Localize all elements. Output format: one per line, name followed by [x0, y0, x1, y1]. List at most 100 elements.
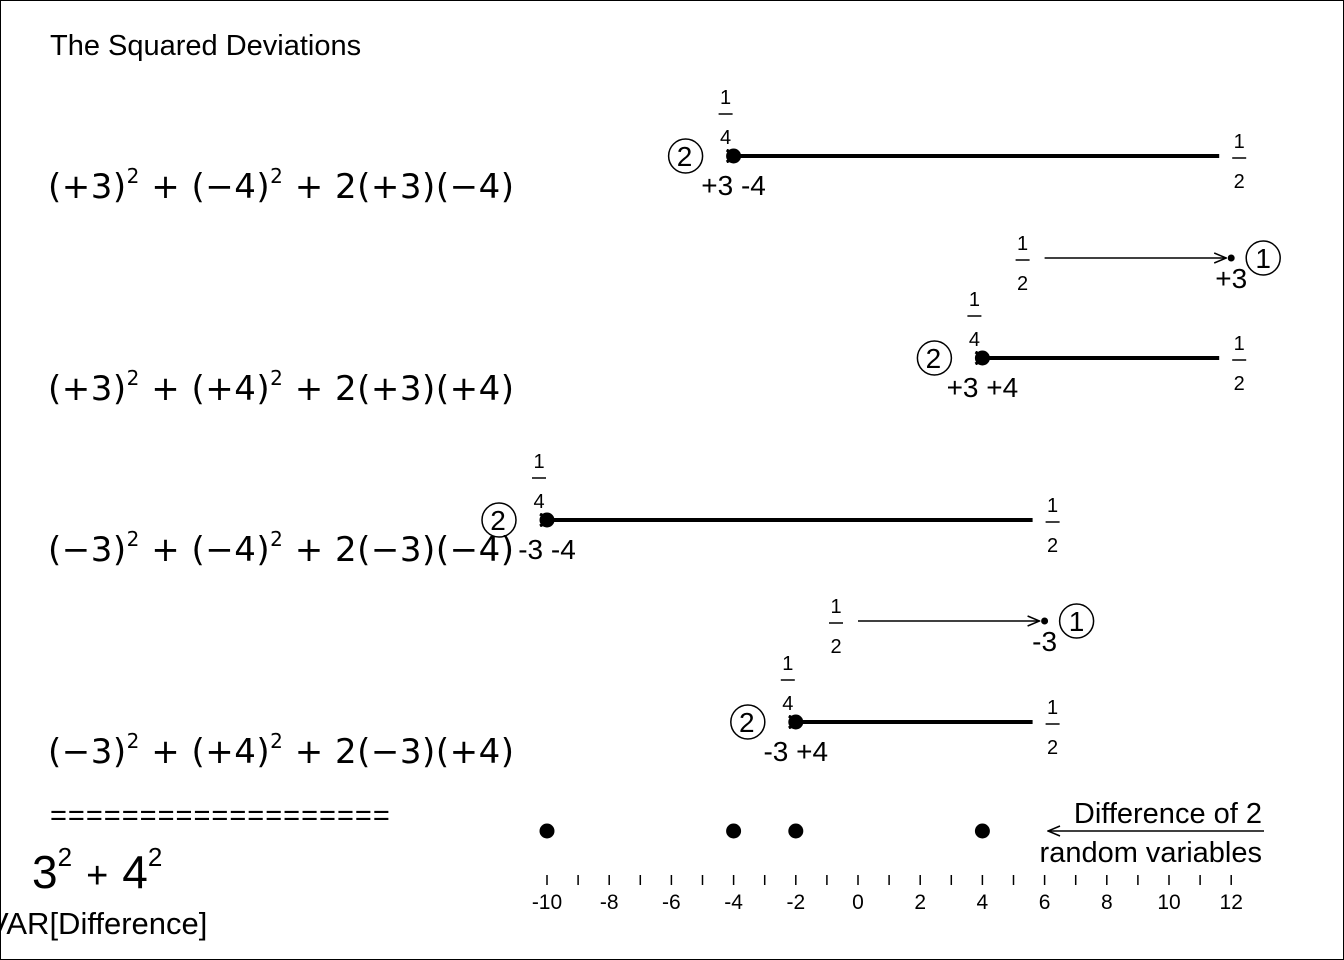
step-circle [667, 138, 704, 174]
axis-tick-label: 8 [1101, 891, 1113, 914]
outcome-label: +3 +4 [947, 372, 1019, 403]
formula-row-1: (+3)2 + (−4)2 + 2(+3)(−4) [48, 164, 514, 207]
formula-plus: + [294, 369, 324, 409]
fraction-denominator: 2 [1047, 535, 1058, 557]
fraction-denominator: 2 [1234, 171, 1245, 193]
variance-exponent: 2 [57, 842, 73, 872]
formula-term-b: (−4) [191, 530, 271, 570]
variance-label: VAR[Difference] [0, 906, 208, 941]
arrow-row-2: 1 +3 12 [1015, 233, 1281, 295]
formula-exponent: 2 [270, 164, 284, 188]
step-number: 1 [1069, 606, 1085, 637]
formula-plus: + [151, 167, 181, 207]
formula-exponent: 2 [270, 729, 284, 753]
variance-exponent: 2 [147, 842, 163, 872]
step-circle [1058, 603, 1095, 639]
formula-plus: + [151, 732, 181, 772]
formula-exponent: 2 [126, 164, 140, 188]
outcome-point [539, 823, 555, 839]
fraction-denominator: 2 [1017, 273, 1028, 295]
formula-term-cross: 2(+3)(+4) [335, 369, 515, 409]
formula-plus: + [294, 732, 324, 772]
fraction-denominator: 4 [720, 127, 731, 149]
start-probability: 12 [1045, 495, 1060, 557]
fraction-numerator: 1 [1234, 333, 1245, 355]
formula-term-a: (−3) [48, 732, 127, 772]
step-number: 2 [926, 343, 942, 374]
step-circle [1245, 240, 1281, 276]
variance-base-2: 4 [122, 846, 148, 898]
fraction-numerator: 1 [830, 596, 841, 618]
separator-line: =================== [50, 800, 391, 832]
fraction-denominator: 4 [782, 693, 793, 715]
formula-exponent: 2 [126, 729, 140, 753]
axis-tick-label: 2 [914, 891, 926, 914]
fraction-denominator: 4 [533, 491, 544, 513]
outcome-label: +3 [1215, 263, 1247, 294]
arrow-endpoint [788, 714, 804, 730]
arrow-row-5: 1-312 [829, 596, 1095, 658]
end-probability: 14 [532, 451, 546, 513]
fraction-numerator: 1 [720, 87, 731, 109]
step-circle [730, 704, 766, 740]
legend-line-1: Difference of 2 [1074, 798, 1262, 830]
variance-plus: + [86, 855, 109, 897]
formula-term-a: (+3) [48, 167, 127, 207]
start-probability: 12 [1015, 233, 1030, 295]
start-probability: 12 [829, 596, 843, 658]
axis-tick-label: -8 [600, 891, 619, 914]
outcome-point [788, 823, 804, 839]
axis-tick-label: 12 [1220, 891, 1243, 914]
formula-row-4: (−3)2 + (+4)2 + 2(−3)(+4) [48, 729, 514, 772]
axis-tick-label: 6 [1039, 891, 1051, 914]
formula-term-b: (−4) [191, 167, 271, 207]
formula-exponent: 2 [270, 527, 284, 551]
formula-plus: + [294, 167, 324, 207]
step-number: 2 [677, 141, 693, 172]
axis-tick-label: -4 [724, 891, 743, 914]
fraction-numerator: 1 [533, 451, 544, 473]
start-probability: 12 [1045, 697, 1060, 759]
formula-term-a: (−3) [48, 530, 127, 570]
axis-tick-label: 4 [977, 891, 989, 914]
outcome-point [974, 823, 990, 839]
fraction-denominator: 2 [1047, 737, 1058, 759]
axis-tick-label: 0 [852, 891, 864, 914]
formula-term-b: (+4) [191, 732, 271, 772]
arrow-endpoint [539, 512, 555, 528]
outcome-label: +3 -4 [701, 170, 766, 201]
step-circle [916, 340, 953, 376]
outcome-label: -3 -4 [518, 534, 576, 565]
formula-term-a: (+3) [48, 369, 127, 409]
arrow-endpoint [974, 350, 990, 366]
formula-row-2: (+3)2 + (+4)2 + 2(+3)(+4) [48, 366, 514, 409]
outcome-point [726, 823, 742, 839]
outcome-label: -3 +4 [763, 736, 828, 767]
end-probability: 14 [718, 87, 733, 149]
start-probability: 12 [1232, 333, 1247, 395]
formula-exponent: 2 [126, 527, 140, 551]
fraction-numerator: 1 [1047, 495, 1058, 517]
start-probability: 12 [1232, 131, 1247, 193]
step-number: 2 [490, 505, 506, 536]
legend-line-2: random variables [1040, 837, 1262, 869]
variance-sum: 32 +42 [32, 842, 162, 899]
formula-term-cross: 2(−3)(−4) [335, 530, 515, 570]
fraction-denominator: 2 [830, 636, 841, 658]
fraction-numerator: 1 [1017, 233, 1028, 255]
arrow-endpoint [1041, 617, 1049, 625]
axis-tick-label: -6 [662, 891, 681, 914]
outcome-label: -3 [1032, 626, 1057, 657]
axis-tick-label: -2 [786, 891, 805, 914]
figure-title: The Squared Deviations [50, 30, 362, 62]
axis-tick-label: 10 [1157, 891, 1180, 914]
formula-plus: + [151, 369, 181, 409]
axis-tick-label: -10 [532, 891, 562, 914]
formula-plus: + [151, 530, 181, 570]
fraction-numerator: 1 [1234, 131, 1245, 153]
